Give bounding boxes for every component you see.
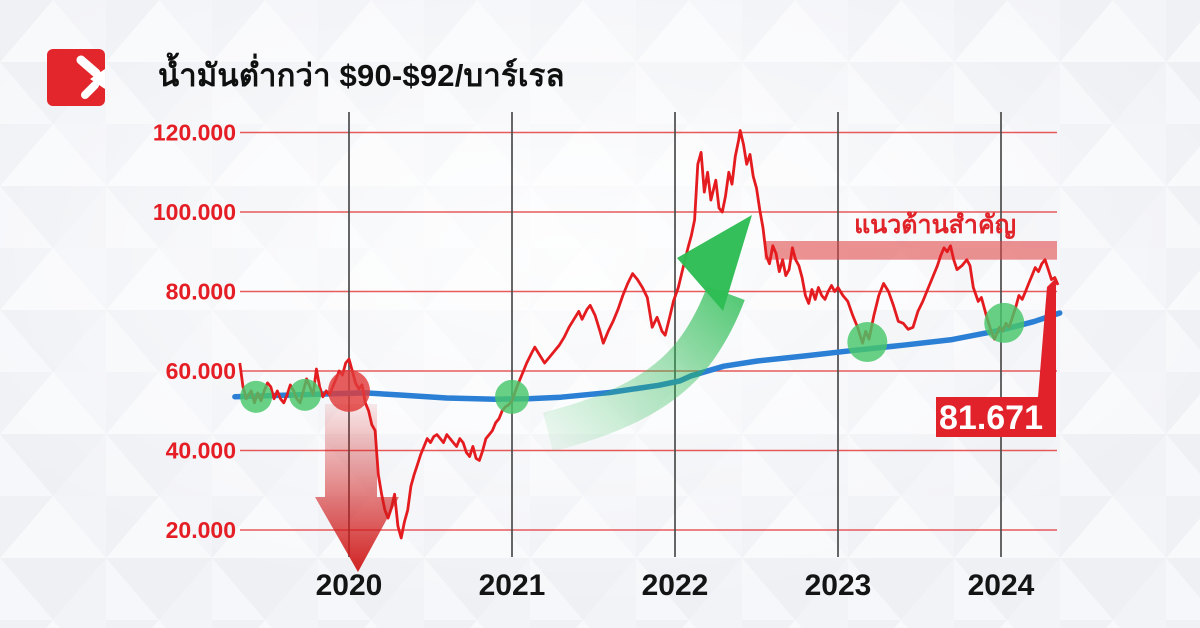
rally-arrow-head	[677, 215, 752, 311]
last-price-flag	[936, 278, 1056, 437]
x-axis-label: 2023	[805, 569, 872, 602]
last-price-label: 81.671	[939, 399, 1043, 437]
support-touch-marker	[240, 380, 273, 413]
logo-slash-bottom	[81, 81, 99, 99]
y-axis-label: 20.000	[166, 517, 236, 543]
logo-slash-top	[76, 55, 101, 78]
chart-title: น้ำมันต่ำกว่า $90-$92/บาร์เรล	[158, 58, 565, 93]
y-axis-label: 40.000	[166, 438, 236, 464]
red-square-double-slash-icon	[47, 49, 105, 106]
x-axis-label: 2022	[642, 569, 709, 602]
brand-logo	[47, 48, 107, 108]
support-touch-marker	[984, 302, 1025, 343]
resistance-band	[764, 241, 1057, 260]
y-axis-label: 120.000	[153, 120, 236, 146]
y-axis-label: 60.000	[166, 358, 236, 384]
breakdown-marker	[328, 369, 370, 412]
y-axis-label: 80.000	[166, 279, 236, 305]
support-touch-marker	[288, 378, 321, 411]
x-axis-label: 2021	[479, 569, 546, 602]
support-touch-marker	[847, 321, 888, 362]
resistance-label: แนวต้านสำคัญ	[854, 211, 1016, 239]
x-axis-label: 2024	[968, 569, 1035, 602]
crash-arrow	[315, 404, 399, 572]
x-axis-label: 2020	[316, 569, 383, 602]
logo-notch	[90, 69, 105, 89]
y-axis-label: 100.000	[153, 199, 236, 225]
support-touch-marker	[495, 379, 529, 414]
rally-arrow	[543, 285, 745, 452]
